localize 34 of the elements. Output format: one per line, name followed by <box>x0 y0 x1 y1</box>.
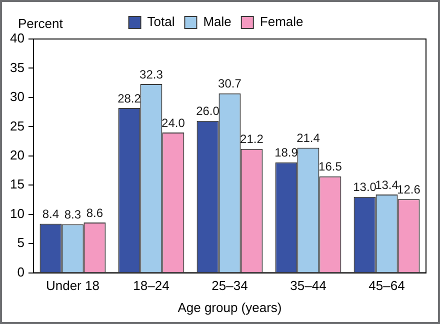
y-tick-label: 15 <box>10 176 24 192</box>
y-tick-label: 25 <box>10 118 24 134</box>
data-label: 21.2 <box>240 132 264 146</box>
y-tick-label: 40 <box>10 30 24 46</box>
data-label: 16.5 <box>318 160 342 174</box>
data-label: 8.6 <box>86 206 104 220</box>
x-tick-label: Under 18 <box>46 278 100 294</box>
data-label: 30.7 <box>218 76 242 91</box>
y-tick-label: 30 <box>10 89 24 104</box>
data-label: 26.0 <box>196 104 220 118</box>
data-label: 8.4 <box>42 207 60 222</box>
data-label: 13.0 <box>353 180 377 194</box>
legend-label: Female <box>260 14 304 30</box>
data-label: 18.9 <box>274 146 298 160</box>
y-tick-label: 5 <box>17 235 24 250</box>
data-label: 21.4 <box>296 131 320 146</box>
data-label: 12.6 <box>397 182 421 196</box>
legend-label: Total <box>147 14 175 30</box>
data-label: 13.4 <box>375 178 399 192</box>
x-axis-title: Age group (years) <box>178 300 282 315</box>
y-tick-label: 0 <box>17 264 24 280</box>
x-tick-label: 45–64 <box>368 278 405 294</box>
data-label: 28.2 <box>118 91 142 106</box>
x-tick-label: 18–24 <box>133 278 170 294</box>
data-label: 24.0 <box>162 116 186 130</box>
data-label: 32.3 <box>140 67 164 82</box>
x-tick-label: 25–34 <box>212 278 248 294</box>
y-axis-title: Percent <box>18 16 64 32</box>
y-tick-label: 20 <box>10 147 24 162</box>
data-label: 8.3 <box>64 208 82 222</box>
x-tick-label: 35–44 <box>290 278 326 294</box>
legend-label: Male <box>203 14 232 30</box>
y-tick-label: 35 <box>10 60 24 75</box>
y-tick-label: 10 <box>10 206 24 221</box>
